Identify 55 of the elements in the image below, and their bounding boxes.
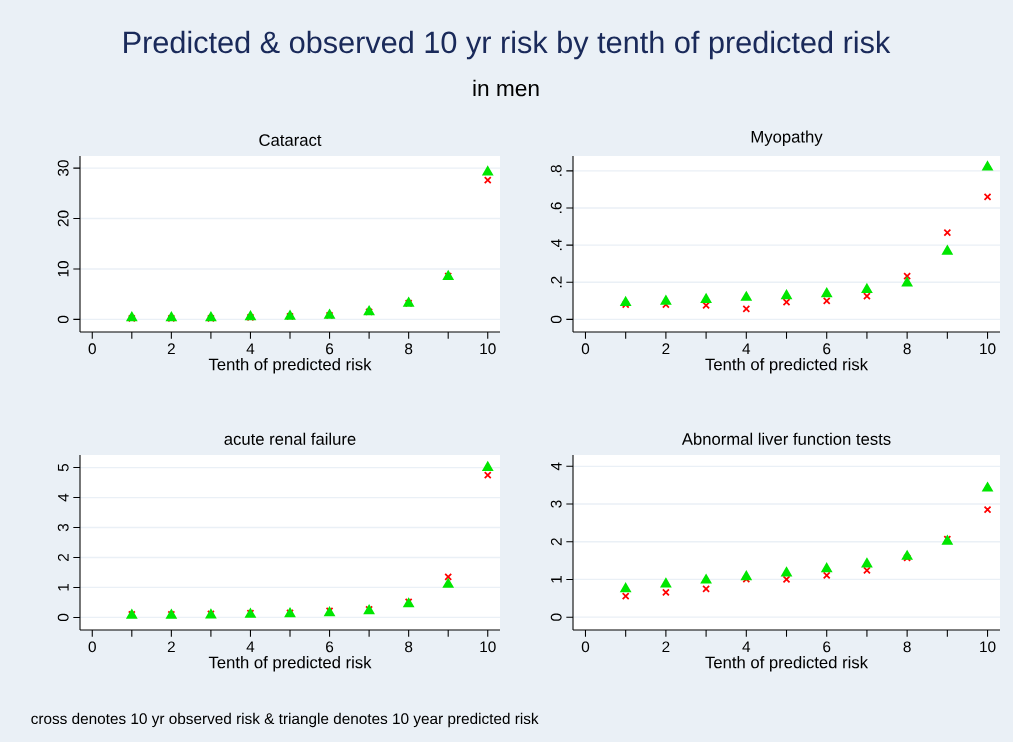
y-tick-label: 0 xyxy=(57,613,69,622)
y-tick-label: 4 xyxy=(551,462,562,471)
text: Predicted & observed 10 yr risk by tenth of predicted risk xyxy=(124,30,891,60)
chart-title: Abnormal liver function tests xyxy=(681,432,891,445)
y-tick-label: 0 xyxy=(57,315,69,324)
x-tick-label: 6 xyxy=(326,343,334,355)
text: cross denotes 10 yr observed risk & triangle denotes 10 year predicted risk xyxy=(31,712,539,728)
y-tick-label: 1 xyxy=(551,575,562,583)
x-tick-label: 4 xyxy=(742,343,751,354)
text: in men xyxy=(473,79,539,97)
y-tick-label: 2 xyxy=(550,538,562,546)
x-tick-label: 4 xyxy=(742,641,751,652)
x-tick-label: 0 xyxy=(581,641,590,653)
x-tick-label: 8 xyxy=(903,343,911,355)
x-tick-label: 6 xyxy=(326,641,334,653)
y-tick-label: 3 xyxy=(550,500,562,508)
x-tick-label: 4 xyxy=(246,343,255,354)
x-tick-label: 2 xyxy=(167,343,175,355)
x-tick-label: 6 xyxy=(823,343,831,355)
y-tick-label: 0 xyxy=(550,315,562,324)
y-tick-label: .4 xyxy=(551,239,562,251)
chart-title: Myopathy xyxy=(751,130,823,146)
x-tick-label: 10 xyxy=(980,641,996,653)
x-axis-title: Tenth of predicted risk xyxy=(705,656,869,672)
x-tick-label: 8 xyxy=(405,343,413,355)
x-tick-label: 0 xyxy=(88,343,96,355)
x-tick-label: 10 xyxy=(480,343,496,355)
x-axis-title: Tenth of predicted risk xyxy=(208,656,372,672)
x-tick-label: 2 xyxy=(662,343,670,355)
y-tick-label: 20 xyxy=(57,210,69,227)
x-tick-label: 0 xyxy=(88,641,96,653)
x-tick-label: 0 xyxy=(581,343,590,355)
x-tick-label: 10 xyxy=(980,343,996,355)
x-tick-label: 8 xyxy=(903,641,911,653)
y-tick-label: 0 xyxy=(550,613,562,621)
y-tick-label: .2 xyxy=(550,276,562,288)
x-tick-label: 4 xyxy=(246,641,255,652)
chart-title: acute renal failure xyxy=(224,432,356,445)
y-tick-label: .6 xyxy=(550,202,562,213)
x-axis-title: Tenth of predicted risk xyxy=(208,358,372,374)
y-tick-label: 2 xyxy=(57,553,69,561)
x-tick-label: 6 xyxy=(823,641,831,653)
y-tick-label: .8 xyxy=(550,165,562,176)
y-tick-label: 30 xyxy=(57,160,69,177)
y-tick-label: 5 xyxy=(57,463,69,472)
y-tick-label: 3 xyxy=(57,523,69,532)
chart-title: Cataract xyxy=(259,134,322,146)
x-tick-label: 2 xyxy=(167,641,175,653)
x-tick-label: 8 xyxy=(405,641,413,653)
x-tick-label: 2 xyxy=(662,641,670,653)
y-tick-label: 4 xyxy=(58,493,69,502)
x-axis-title: Tenth of predicted risk xyxy=(705,358,869,374)
y-tick-label: 10 xyxy=(57,261,69,277)
x-tick-label: 10 xyxy=(480,641,496,653)
y-tick-label: 1 xyxy=(58,583,69,591)
